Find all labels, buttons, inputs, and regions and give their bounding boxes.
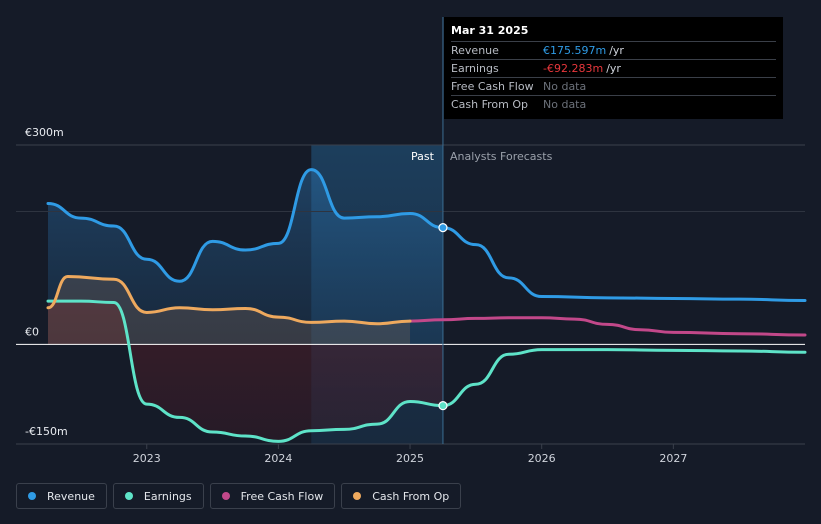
tooltip-row-cash-from-op: Cash From Op No data: [451, 95, 776, 113]
y-tick-label: €0: [25, 325, 39, 338]
tooltip-row-earnings: Earnings -€92.283m /yr: [451, 59, 776, 77]
legend-item-free-cash-flow[interactable]: Free Cash Flow: [209, 483, 336, 509]
cash-from-op-line: [46, 275, 412, 326]
legend-dot-icon: [28, 492, 36, 500]
tooltip-value: No data: [543, 80, 587, 93]
tooltip-row-revenue: Revenue €175.597m /yr: [451, 41, 776, 59]
legend-item-revenue[interactable]: Revenue: [16, 483, 107, 509]
revenue-line: [46, 168, 807, 302]
y-tick-label: €300m: [25, 126, 64, 139]
free-cash-flow-line: [408, 316, 807, 337]
tooltip-value: €175.597m: [543, 44, 607, 57]
legend: Revenue Earnings Free Cash Flow Cash Fro…: [16, 483, 462, 509]
x-tick-label: 2027: [659, 452, 687, 465]
legend-label: Free Cash Flow: [240, 489, 324, 503]
legend-label: Earnings: [143, 489, 192, 503]
tooltip-row-free-cash-flow: Free Cash Flow No data: [451, 77, 776, 95]
x-tick-label: 2026: [528, 452, 556, 465]
past-label: Past: [411, 150, 435, 163]
legend-label: Revenue: [47, 489, 95, 503]
x-tick-label: 2025: [396, 452, 424, 465]
earnings-line: [46, 299, 807, 443]
legend-item-earnings[interactable]: Earnings: [112, 483, 204, 509]
tooltip-unit: /yr: [606, 62, 621, 75]
revenue-area: [48, 169, 443, 345]
forecast-label: Analysts Forecasts: [450, 150, 553, 163]
legend-dot-icon: [221, 492, 230, 500]
tooltip-label: Free Cash Flow: [451, 80, 534, 93]
tooltip-label: Revenue: [451, 44, 499, 57]
revenue-marker: [438, 223, 448, 233]
legend-item-cash-from-op[interactable]: Cash From Op: [341, 483, 462, 509]
earnings-area: [48, 301, 443, 442]
x-tick-label: 2024: [264, 452, 292, 465]
legend-label: Cash From Op: [372, 489, 450, 503]
x-tick-label: 2023: [133, 452, 161, 465]
y-tick-label: -€150m: [25, 425, 68, 438]
tooltip-label: Earnings: [451, 62, 499, 75]
legend-dot-icon: [353, 492, 362, 500]
tooltip-unit: /yr: [609, 44, 624, 57]
tooltip-value: -€92.283m: [543, 62, 604, 75]
tooltip-value: No data: [543, 98, 587, 111]
tooltip-date: Mar 31 2025: [451, 24, 529, 37]
legend-dot-icon: [124, 492, 133, 500]
tooltip-label: Cash From Op: [451, 98, 529, 111]
earnings-marker: [438, 401, 448, 411]
tooltip: Mar 31 2025 Revenue €175.597m /yr Earnin…: [444, 17, 783, 119]
